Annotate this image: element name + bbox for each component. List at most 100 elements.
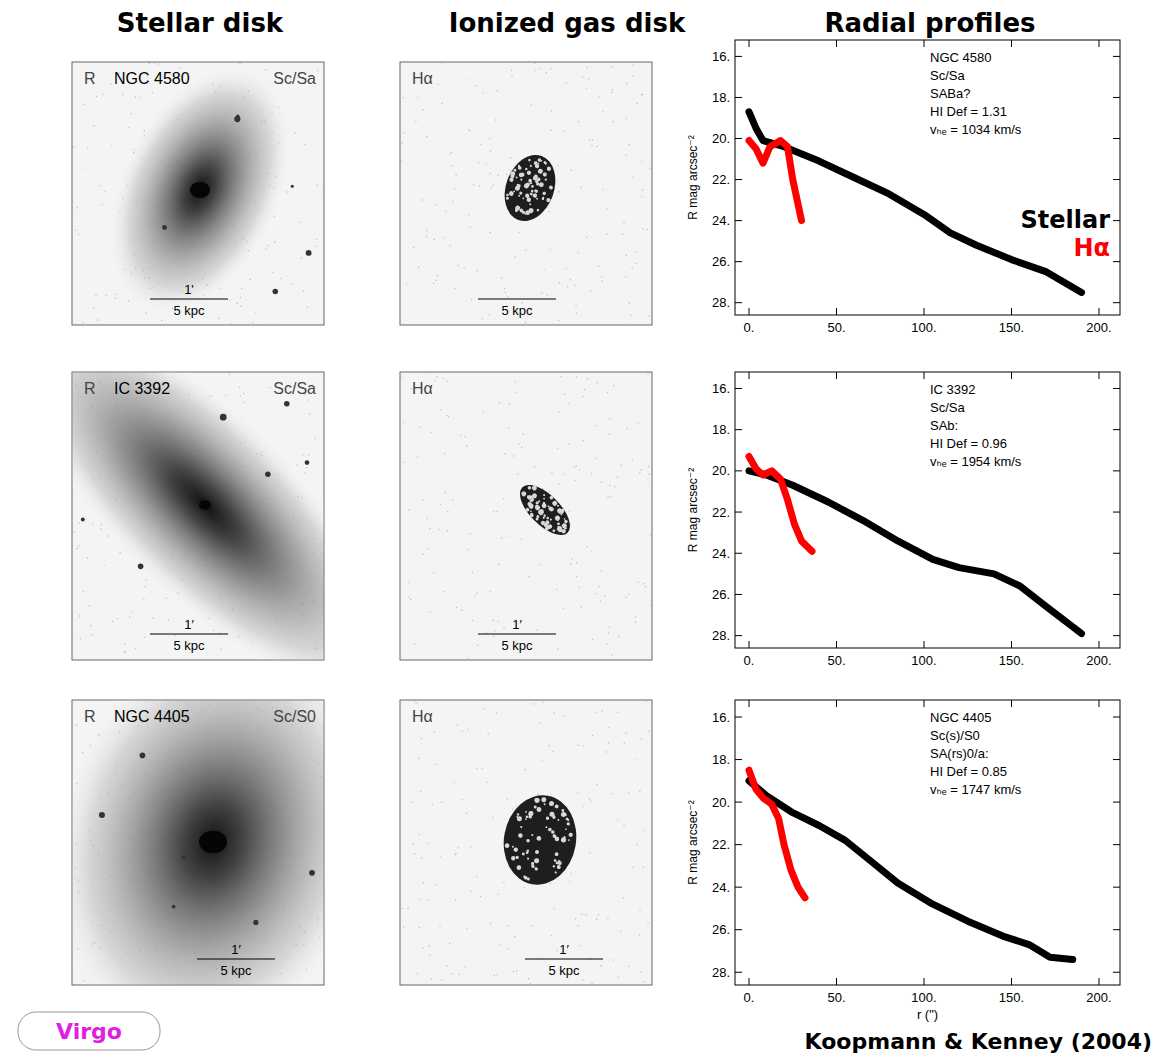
noise (240, 297, 241, 298)
noise (651, 420, 652, 421)
scale-bar (525, 958, 603, 959)
profile-line (749, 112, 1082, 293)
noise (145, 580, 146, 581)
halpha-texture (544, 519, 550, 525)
noise (577, 925, 578, 926)
halpha-texture (526, 839, 530, 843)
noise (541, 759, 542, 760)
halpha-texture (546, 516, 550, 520)
noise (626, 118, 627, 119)
noise (635, 252, 636, 253)
x-tick (1011, 308, 1012, 315)
noise (87, 147, 88, 148)
noise (316, 239, 317, 240)
halpha-texture (554, 871, 557, 874)
noise (490, 232, 491, 233)
noise (122, 94, 123, 95)
noise (486, 781, 487, 782)
halpha-disk (512, 477, 578, 543)
noise (174, 635, 175, 636)
x-tick-label: 0. (744, 653, 755, 668)
noise (611, 793, 612, 794)
noise (629, 302, 630, 303)
noise (440, 409, 441, 410)
noise (434, 731, 435, 732)
halpha-texture (504, 843, 509, 848)
noise (75, 230, 76, 231)
noise (625, 596, 626, 597)
y-tick-label: 28. (712, 628, 730, 643)
foreground-star (220, 414, 227, 421)
noise (509, 403, 510, 404)
noise (77, 548, 78, 549)
x-axis-title: r (") (917, 1007, 938, 1022)
noise (413, 844, 414, 845)
halpha-texture (536, 208, 539, 211)
halpha-texture (561, 812, 567, 818)
noise (592, 735, 593, 736)
noise (408, 509, 409, 510)
noise (500, 944, 501, 945)
noise (551, 935, 552, 936)
halpha-texture (536, 198, 538, 200)
noise (304, 144, 305, 145)
noise (491, 187, 492, 188)
noise (613, 959, 614, 960)
y-tick (1113, 717, 1120, 718)
noise (595, 593, 596, 594)
legend-entry: Hα (1073, 234, 1110, 262)
noise (566, 82, 567, 83)
y-tick-label: 16. (712, 710, 730, 725)
noise (241, 288, 242, 289)
noise (153, 62, 154, 63)
noise (457, 724, 458, 725)
noise (470, 891, 471, 892)
noise (645, 586, 646, 587)
halpha-texture (548, 506, 554, 512)
noise (304, 472, 305, 473)
noise (250, 279, 251, 280)
annotation: HI Def = 0.96 (930, 436, 1007, 451)
noise (442, 63, 443, 64)
noise (431, 978, 432, 979)
noise (115, 294, 116, 295)
y-tick (735, 138, 742, 139)
halpha-texture (536, 182, 540, 186)
x-tick (1099, 641, 1100, 648)
noise (620, 930, 621, 931)
y-tick (1113, 302, 1120, 303)
halpha-texture (534, 189, 536, 191)
halpha-texture (536, 807, 542, 813)
noise (433, 572, 434, 573)
halpha-texture (528, 815, 532, 819)
noise (514, 381, 515, 382)
noise (467, 729, 468, 730)
noise (508, 948, 509, 949)
y-tick (735, 97, 742, 98)
noise (639, 934, 640, 935)
x-tick (749, 641, 750, 648)
x-tick (1011, 641, 1012, 648)
noise (497, 621, 498, 622)
noise (422, 554, 423, 555)
noise (497, 175, 498, 176)
noise (515, 391, 516, 392)
x-tick-label: 50. (827, 990, 845, 1005)
annotation: vₕₑ = 1747 km/s (930, 782, 1022, 797)
foreground-star (99, 812, 105, 818)
noise (495, 119, 496, 120)
noise (433, 283, 434, 284)
galaxy-type: Sc/Sa (273, 70, 316, 87)
halpha-texture (522, 852, 525, 855)
foreground-star (291, 185, 294, 188)
noise (79, 522, 80, 523)
plot-frame (735, 372, 1120, 648)
noise (503, 628, 504, 629)
halpha-texture (554, 514, 561, 521)
halpha-texture (536, 836, 542, 842)
noise (602, 710, 603, 711)
noise (641, 196, 642, 197)
noise (628, 593, 629, 594)
noise (93, 125, 94, 126)
noise (419, 899, 420, 900)
